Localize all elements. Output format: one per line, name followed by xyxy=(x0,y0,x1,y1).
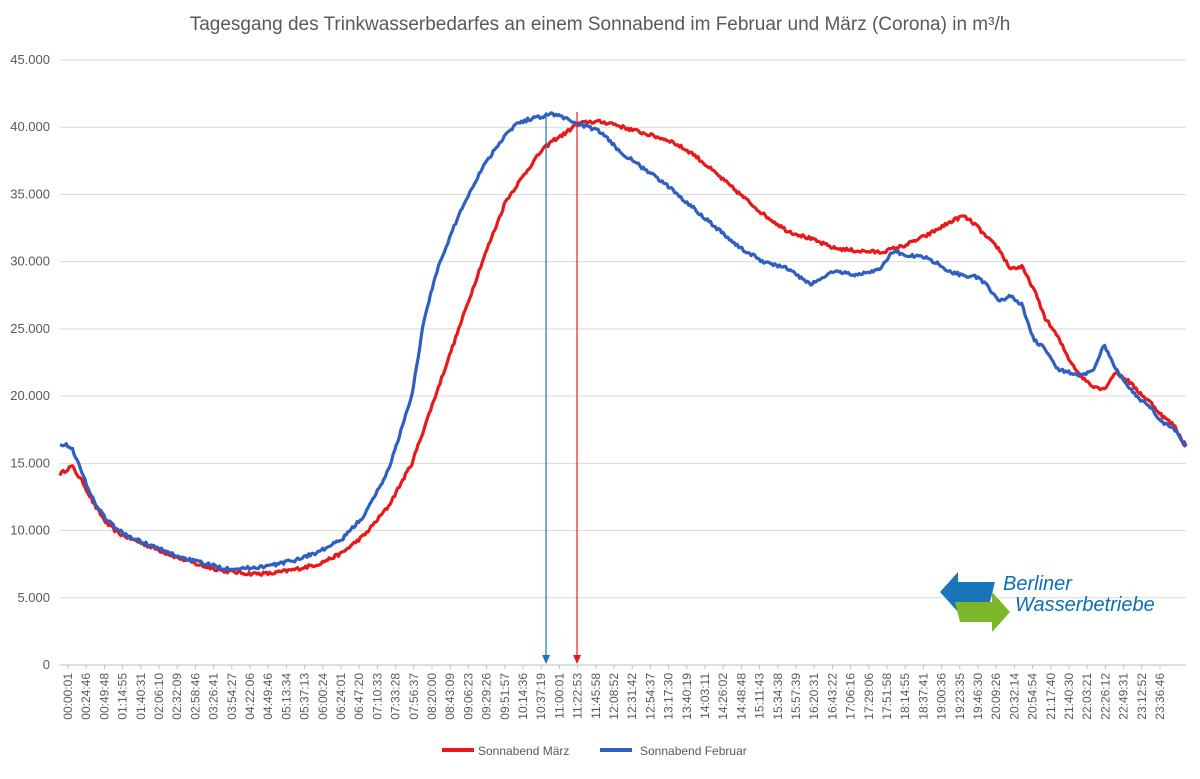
y-tick-label: 25.000 xyxy=(10,321,50,336)
x-tick-label: 12:54:37 xyxy=(643,673,657,720)
x-tick-label: 22:26:12 xyxy=(1098,673,1112,720)
x-tick-label: 15:34:38 xyxy=(771,673,785,720)
x-tick-label: 13:40:19 xyxy=(680,673,694,720)
y-axis-ticks: 0 5.000 10.000 15.000 20.000 25.000 30.000 35.0… xyxy=(10,52,50,672)
x-tick-label: 15:57:39 xyxy=(789,673,803,720)
y-tick-label: 20.000 xyxy=(10,388,50,403)
x-tick-label: 10:14:36 xyxy=(516,673,530,720)
x-tick-label: 02:32:09 xyxy=(170,673,184,720)
x-tick-label: 19:00:36 xyxy=(935,673,949,720)
x-tick-label: 20:54:54 xyxy=(1026,673,1040,720)
x-tick-label: 23:36:46 xyxy=(1153,673,1167,720)
x-tick-label: 12:31:42 xyxy=(625,673,639,720)
x-tick-label: 04:49:46 xyxy=(261,673,275,720)
annotation-arrows xyxy=(542,112,582,664)
x-tick-label: 11:00:01 xyxy=(552,673,566,719)
x-tick-label: 06:47:20 xyxy=(352,673,366,720)
x-tick-label: 10:37:19 xyxy=(534,673,548,720)
series-lines xyxy=(58,111,1188,577)
x-tick-label: 17:29:06 xyxy=(862,673,876,720)
logo-text-line2: Wasserbetriebe xyxy=(1015,594,1155,616)
y-tick-label: 10.000 xyxy=(10,523,50,538)
x-tick-label: 14:48:48 xyxy=(734,673,748,720)
x-tick-label: 11:45:58 xyxy=(589,673,603,719)
legend: Sonnabend März Sonnabend Februar xyxy=(442,744,747,758)
y-tick-label: 30.000 xyxy=(10,254,50,269)
x-tick-label: 01:14:55 xyxy=(116,673,130,720)
x-tick-label: 01:40:31 xyxy=(134,673,148,720)
annotation-arrow-head xyxy=(573,655,582,664)
x-tick-label: 13:17:30 xyxy=(662,673,676,720)
y-tick-label: 5.000 xyxy=(17,590,50,605)
x-tick-label: 11:22:53 xyxy=(571,673,585,719)
gridlines xyxy=(60,59,1186,666)
x-tick-label: 09:51:57 xyxy=(498,673,512,720)
x-tick-label: 07:33:28 xyxy=(389,673,403,720)
x-tick-label: 03:26:41 xyxy=(207,673,221,720)
x-tick-label: 09:06:23 xyxy=(461,673,475,720)
x-tick-label: 00:24:46 xyxy=(79,673,93,720)
legend-label: Sonnabend März xyxy=(478,744,569,758)
x-tick-label: 20:32:14 xyxy=(1007,673,1021,720)
x-tick-label: 00:49:48 xyxy=(97,673,111,720)
chart-title: Tagesgang des Trinkwasserbedarfes an ein… xyxy=(189,14,1011,35)
x-tick-label: 19:23:35 xyxy=(953,673,967,720)
x-tick-label: 21:40:30 xyxy=(1062,673,1076,720)
x-tick-label: 08:43:09 xyxy=(443,673,457,720)
x-tick-label: 17:51:58 xyxy=(880,673,894,720)
x-tick-label: 22:49:31 xyxy=(1117,673,1131,720)
x-tick-label: 15:11:43 xyxy=(753,673,767,719)
x-tick-label: 05:37:13 xyxy=(298,673,312,720)
x-tick-label: 12:08:52 xyxy=(607,673,621,720)
x-tick-label: 18:37:41 xyxy=(916,673,930,720)
x-tick-label: 05:13:34 xyxy=(279,673,293,720)
legend-label: Sonnabend Februar xyxy=(640,744,747,758)
x-tick-label: 02:06:10 xyxy=(152,673,166,720)
series-line-februar xyxy=(59,111,1188,572)
x-tick-label: 14:03:11 xyxy=(698,673,712,719)
y-tick-label: 15.000 xyxy=(10,455,50,470)
x-tick-label: 02:58:46 xyxy=(188,673,202,720)
x-tick-label: 00:00:01 xyxy=(61,673,75,720)
x-tick-label: 21:17:40 xyxy=(1044,673,1058,720)
series-line-maerz xyxy=(58,118,1187,577)
logo-text-line1: Berliner xyxy=(1003,573,1073,595)
x-tick-label: 06:24:01 xyxy=(334,673,348,720)
x-tick-label: 07:10:33 xyxy=(370,673,384,720)
x-tick-label: 22:03:21 xyxy=(1080,673,1094,720)
y-tick-label: 35.000 xyxy=(10,186,50,201)
x-axis-ticks: 00:00:01 00:24:46 00:49:48 01:14:55 01:40:31… xyxy=(61,665,1167,720)
x-tick-label: 16:43:22 xyxy=(825,673,839,720)
x-tick-label: 20:09:26 xyxy=(989,673,1003,720)
x-tick-label: 19:46:30 xyxy=(971,673,985,720)
x-tick-label: 08:20:00 xyxy=(425,673,439,720)
x-tick-label: 14:26:02 xyxy=(716,673,730,720)
x-tick-label: 17:06:16 xyxy=(844,673,858,720)
x-tick-label: 04:22:06 xyxy=(243,673,257,720)
logo-arrow-green xyxy=(955,592,1010,632)
annotation-arrow-head xyxy=(542,655,551,664)
x-tick-label: 03:54:27 xyxy=(225,673,239,720)
x-tick-label: 07:56:37 xyxy=(407,673,421,720)
x-tick-label: 23:12:52 xyxy=(1135,673,1149,720)
x-tick-label: 16:20:31 xyxy=(807,673,821,720)
plot-area xyxy=(60,60,1186,665)
x-tick-label: 09:29:26 xyxy=(480,673,494,720)
x-tick-label: 06:00:24 xyxy=(316,673,330,720)
y-tick-label: 40.000 xyxy=(10,119,50,134)
x-tick-label: 18:14:55 xyxy=(898,673,912,720)
y-tick-label: 0 xyxy=(43,657,50,672)
y-tick-label: 45.000 xyxy=(10,52,50,67)
